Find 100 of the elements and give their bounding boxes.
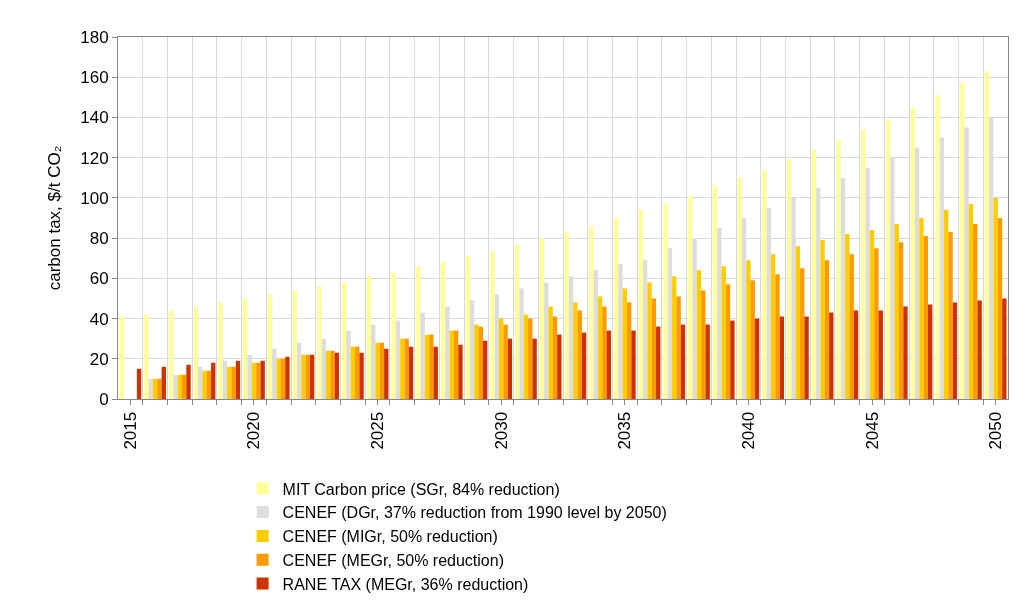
- bar: [346, 330, 351, 399]
- bar: [449, 330, 454, 399]
- bar: [968, 203, 974, 399]
- legend-label: CENEF (MIGr, 50% reduction): [282, 528, 498, 546]
- x-tick-label: 2030: [491, 411, 511, 450]
- bar: [136, 368, 142, 399]
- y-tick-label: 80: [89, 229, 109, 249]
- bar: [503, 324, 508, 399]
- bar: [824, 260, 830, 399]
- y-tick-label: 0: [99, 389, 109, 409]
- bar: [177, 374, 182, 399]
- bar: [222, 360, 228, 399]
- bar: [296, 342, 302, 399]
- y-tick-label: 140: [80, 108, 109, 128]
- bar: [853, 310, 859, 399]
- bar: [424, 334, 430, 399]
- bar: [997, 218, 1003, 399]
- bar: [260, 360, 265, 399]
- y-tick-label: 160: [80, 68, 109, 88]
- bar: [849, 254, 854, 399]
- bar: [725, 284, 731, 399]
- bar: [305, 354, 310, 399]
- bar: [334, 352, 340, 399]
- bar: [499, 318, 504, 399]
- legend-label: CENEF (DGr, 37% reduction from 1990 level by 2050): [282, 504, 667, 522]
- bar: [581, 332, 587, 399]
- bar: [458, 344, 463, 399]
- bar: [243, 298, 248, 399]
- bar: [762, 169, 767, 399]
- bar: [688, 195, 693, 399]
- bar: [198, 366, 203, 399]
- bar: [557, 334, 562, 399]
- bar: [775, 274, 780, 399]
- bar: [181, 374, 187, 399]
- bar: [577, 310, 582, 399]
- bar: [371, 324, 376, 399]
- bar: [539, 238, 545, 399]
- bar: [874, 248, 879, 399]
- bar: [395, 320, 401, 399]
- bar: [564, 232, 569, 399]
- bar: [672, 276, 677, 399]
- bar: [705, 324, 710, 399]
- x-tick-label: 2050: [986, 411, 1006, 450]
- bar: [227, 366, 232, 399]
- bar: [292, 290, 297, 399]
- bar: [928, 304, 933, 399]
- bar: [341, 282, 347, 399]
- bar: [478, 326, 483, 399]
- bar: [440, 262, 446, 399]
- bar: [589, 226, 594, 399]
- bar: [391, 272, 396, 399]
- x-tick-label: 2035: [615, 411, 635, 450]
- bar: [404, 338, 409, 399]
- bar: [750, 280, 755, 399]
- bar: [960, 83, 965, 399]
- bar: [366, 276, 372, 399]
- bar: [408, 346, 414, 399]
- bar: [251, 362, 257, 399]
- bar: [355, 346, 360, 399]
- bar: [910, 107, 915, 399]
- bar: [923, 236, 928, 399]
- bar: [350, 346, 356, 399]
- bar: [894, 224, 899, 399]
- bar: [973, 224, 978, 399]
- bar: [548, 306, 553, 399]
- y-tick-label: 100: [80, 188, 109, 208]
- bar: [301, 354, 306, 399]
- y-tick-label: 180: [80, 27, 109, 47]
- bar: [948, 232, 953, 399]
- bar: [898, 242, 904, 399]
- bar: [507, 338, 513, 399]
- bar: [152, 378, 158, 399]
- bar: [359, 352, 364, 399]
- bar: [148, 378, 153, 399]
- bar: [663, 203, 668, 399]
- bar: [483, 340, 488, 399]
- bar: [532, 338, 537, 399]
- bar: [235, 360, 241, 399]
- bar: [119, 316, 124, 399]
- bar: [680, 324, 686, 399]
- bar: [276, 358, 281, 399]
- x-tick-label: 2025: [368, 411, 388, 450]
- y-tick-label: 40: [89, 309, 109, 329]
- bar: [631, 330, 636, 399]
- bar: [651, 298, 657, 399]
- bar: [737, 177, 742, 399]
- bar: [626, 302, 632, 399]
- bar: [770, 254, 776, 399]
- bar: [977, 300, 982, 399]
- bar: [465, 256, 470, 399]
- x-tick-label: 2015: [120, 411, 140, 450]
- bar: [161, 366, 166, 399]
- bar: [552, 316, 558, 399]
- bar: [280, 358, 286, 399]
- bar: [804, 316, 809, 399]
- bar: [746, 260, 751, 399]
- bar: [597, 296, 603, 399]
- bar: [231, 366, 236, 399]
- bar: [573, 302, 578, 399]
- bar: [845, 234, 850, 399]
